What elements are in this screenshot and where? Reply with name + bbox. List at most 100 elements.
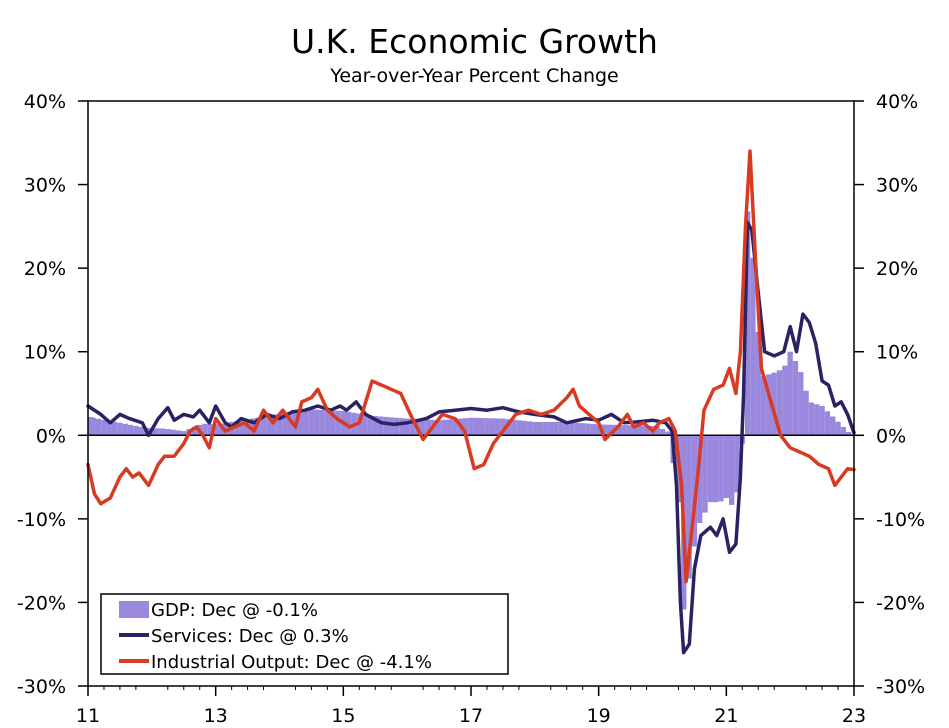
gdp-bar (335, 410, 341, 436)
gdp-bar (846, 431, 852, 436)
gdp-bar (239, 420, 245, 436)
gdp-bar (558, 421, 565, 436)
gdp-bar (213, 424, 219, 436)
gdp-bar (282, 412, 288, 436)
gdp-bar (516, 420, 522, 436)
gdp-bar (468, 417, 474, 436)
gdp-bar (744, 211, 751, 436)
gdp-bar (117, 422, 123, 436)
y-tick-label-left: 20% (24, 258, 66, 280)
gdp-bar (510, 419, 517, 436)
gdp-bar (766, 374, 772, 436)
gdp-bar (393, 417, 400, 436)
y-tick-label-right: -30% (876, 676, 925, 698)
gdp-bar (478, 418, 485, 436)
gdp-bar (303, 410, 309, 436)
gdp-bar (617, 424, 623, 436)
legend-label: Industrial Output: Dec @ -4.1% (151, 652, 432, 673)
gdp-bar (255, 417, 261, 436)
gdp-bar (191, 426, 198, 436)
y-tick-label-left: 10% (24, 342, 66, 364)
gdp-bar (399, 418, 405, 436)
gdp-bar (207, 424, 214, 436)
gdp-bar (127, 424, 134, 436)
gdp-bar (580, 423, 586, 436)
services-line (86, 220, 856, 655)
gdp-bar (776, 370, 783, 436)
gdp-bar (388, 417, 394, 436)
x-tick-label: 13 (204, 705, 228, 727)
gdp-bar (702, 435, 708, 513)
legend-label: GDP: Dec @ -0.1% (151, 600, 318, 621)
gdp-bar (798, 372, 804, 436)
gdp-bar (633, 425, 639, 436)
gdp-bar (553, 421, 559, 436)
gdp-bar (713, 435, 719, 503)
y-tick-label-left: 40% (24, 91, 66, 113)
gdp-bar (792, 361, 799, 436)
gdp-bar (377, 416, 384, 436)
gdp-bar (181, 431, 187, 436)
gdp-bar (404, 418, 410, 436)
gdp-bars (88, 211, 854, 610)
gdp-bar (276, 413, 283, 436)
gdp-bar (122, 423, 128, 436)
gdp-bar (308, 409, 315, 436)
legend-label: Services: Dec @ 0.3% (151, 626, 349, 647)
y-tick-label-right: 40% (876, 91, 918, 113)
gdp-bar (420, 419, 426, 436)
y-tick-label-right: 10% (876, 342, 918, 364)
gdp-bar (734, 435, 740, 493)
y-tick-label-right: 20% (876, 258, 918, 280)
gdp-bar (202, 423, 208, 436)
x-tick-label: 19 (587, 705, 611, 727)
gdp-bar (90, 417, 96, 436)
gdp-bar (622, 425, 628, 436)
gdp-bar (260, 416, 267, 436)
gdp-bar (542, 421, 549, 436)
gdp-bar (159, 428, 166, 436)
gdp-bar (521, 420, 527, 436)
gdp-bar (425, 419, 432, 436)
gdp-bar (824, 411, 831, 436)
gdp-bar (111, 421, 118, 436)
gdp-bar (473, 417, 479, 436)
gdp-bar (654, 426, 660, 436)
gdp-bar (665, 431, 671, 436)
gdp-bar (138, 426, 144, 436)
gdp-bar (606, 424, 612, 436)
chart-subtitle: Year-over-Year Percent Change (330, 65, 619, 87)
gdp-bar (638, 425, 644, 436)
gdp-bar (330, 410, 336, 436)
gdp-bar (564, 421, 570, 436)
gdp-bar (505, 419, 511, 436)
gdp-bar (133, 425, 139, 436)
x-tick-label: 23 (842, 705, 866, 727)
gdp-bar (574, 422, 581, 436)
gdp-bar (686, 435, 692, 579)
industrial-output-line (86, 149, 856, 584)
gdp-bar (718, 435, 724, 502)
gdp-bar (101, 419, 107, 436)
gdp-bar (372, 416, 378, 436)
gdp-bar (447, 419, 453, 436)
y-tick-label-right: 30% (876, 175, 918, 197)
gdp-bar (596, 424, 602, 436)
gdp-bar (298, 410, 304, 436)
gdp-bar (787, 351, 793, 436)
gdp-bar (95, 418, 102, 436)
gdp-bar (569, 422, 575, 436)
gdp-bar (782, 365, 788, 436)
gdp-bar (165, 429, 171, 436)
gdp-bar (835, 421, 841, 436)
gdp-bar (218, 423, 224, 436)
gdp-bar (314, 409, 320, 436)
gdp-bar (537, 421, 543, 436)
gdp-bar (590, 424, 597, 436)
gdp-bar (771, 372, 777, 436)
gdp-bar (170, 429, 176, 436)
gdp-bar (287, 412, 293, 436)
gdp-bar (266, 415, 272, 436)
gdp-bar (526, 421, 533, 436)
gdp-bar (234, 421, 240, 436)
